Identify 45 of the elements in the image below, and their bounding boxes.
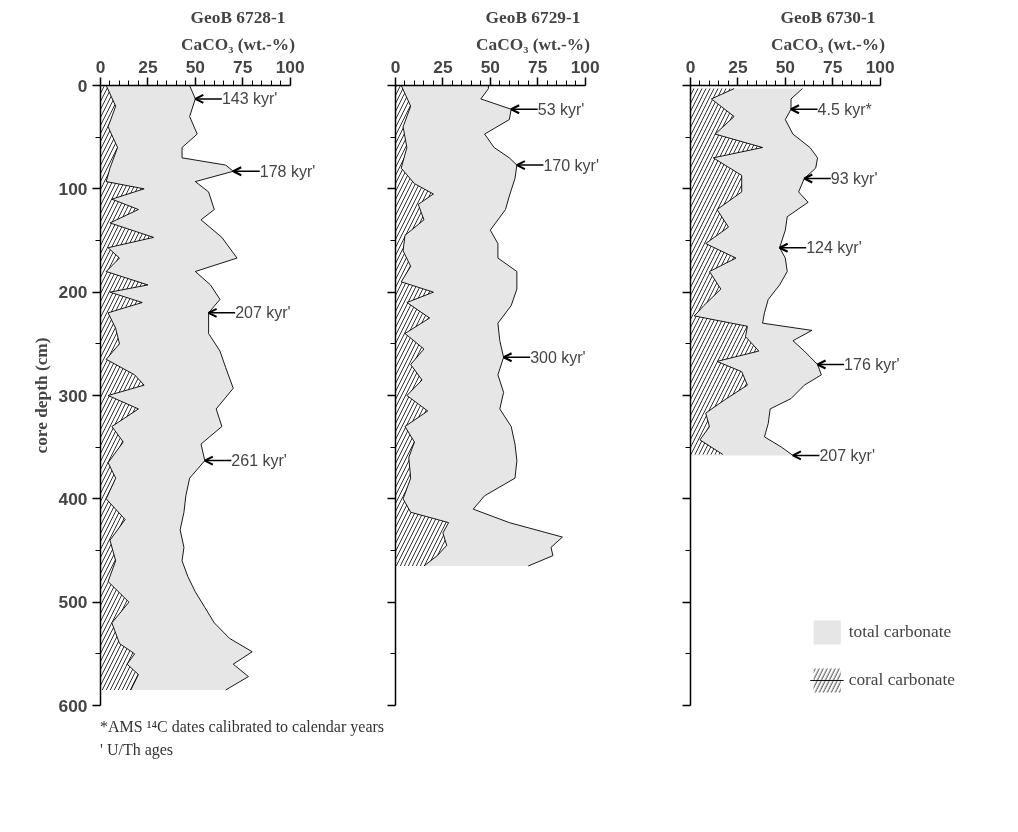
- chart-title: GeoB 6728-1: [190, 7, 286, 27]
- x-tick-label: 100: [275, 56, 305, 77]
- annotation: 170 kyr': [543, 156, 599, 174]
- annotation: 207 kyr': [819, 446, 875, 464]
- x-tick-label: 75: [233, 56, 253, 77]
- x-tick-label: 50: [480, 56, 500, 77]
- y-tick-label: 0: [77, 75, 88, 96]
- x-axis-title: CaCO₃ (wt.-%): [476, 34, 591, 54]
- y-tick-label: 600: [58, 695, 88, 716]
- annotation: 53 kyr': [537, 100, 585, 118]
- annotation: 207 kyr': [235, 304, 291, 322]
- x-axis-title: CaCO₃ (wt.-%): [771, 34, 886, 54]
- y-tick-label: 200: [58, 282, 88, 303]
- x-tick-label: 100: [570, 56, 600, 77]
- x-tick-label: 50: [185, 56, 205, 77]
- annotation: 93 kyr': [830, 170, 878, 187]
- annotation: 261 kyr': [231, 452, 287, 470]
- annotation: 124 kyr': [806, 239, 862, 257]
- x-axis-title: CaCO₃ (wt.-%): [181, 34, 296, 54]
- x-tick-label: 75: [528, 56, 548, 77]
- text: *AMS ¹⁴C dates calibrated to calendar years: [100, 718, 385, 735]
- legend-label: coral carbonate: [848, 670, 955, 690]
- annotation: 178 kyr': [259, 162, 316, 180]
- x-tick-label: 0: [95, 56, 106, 77]
- y-axis-title: core depth (cm): [31, 337, 51, 454]
- y-tick-label: 100: [58, 178, 88, 199]
- annotation: 4.5 kyr*: [817, 100, 872, 118]
- x-tick-label: 50: [775, 56, 795, 77]
- x-tick-label: 0: [390, 56, 401, 77]
- annotation: 176 kyr': [844, 356, 900, 373]
- x-tick-label: 0: [685, 56, 696, 77]
- x-tick-label: 25: [138, 56, 158, 77]
- x-tick-label: 100: [865, 56, 895, 77]
- y-tick-label: 300: [58, 385, 88, 406]
- y-tick-label: 400: [58, 488, 88, 509]
- y-tick-label: 500: [58, 592, 88, 613]
- annotation: 300 kyr': [530, 348, 586, 366]
- chart-title: GeoB 6730-1: [780, 7, 876, 27]
- text: ' U/Th ages: [100, 741, 174, 759]
- legend-label: total carbonate: [848, 622, 952, 642]
- x-tick-label: 75: [823, 56, 843, 77]
- annotation: 143 kyr': [221, 90, 278, 108]
- x-tick-label: 25: [728, 56, 748, 77]
- x-tick-label: 25: [433, 56, 453, 77]
- chart-title: GeoB 6729-1: [485, 7, 581, 27]
